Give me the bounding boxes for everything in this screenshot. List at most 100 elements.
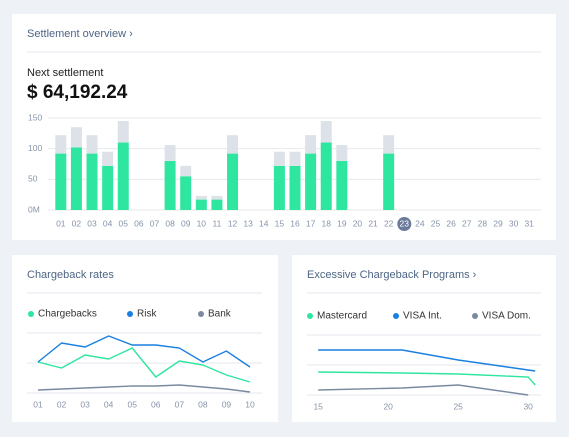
bar-segment [305, 135, 317, 154]
x-tick-label: 24 [415, 218, 425, 228]
x-tick-label: 23 [400, 218, 410, 228]
x-tick-label: 08 [165, 218, 175, 228]
selected-day [397, 217, 412, 231]
bar-segment [383, 153, 395, 210]
x-tick-label: 25 [431, 218, 441, 228]
y-tick-label: 50 [28, 174, 38, 184]
bar-segment [336, 160, 348, 210]
legend-label: Mastercard [317, 311, 367, 322]
legend-label: Bank [208, 309, 232, 320]
bar-segment [164, 160, 176, 210]
bar-segment [102, 151, 114, 166]
legend-label: VISA Int. [403, 311, 442, 322]
bar-segment [195, 199, 207, 210]
x-tick-label: 11 [213, 218, 222, 228]
x-tick-label: 25 [453, 401, 463, 411]
y-tick-label: 100 [28, 143, 42, 153]
x-tick-label: 03 [87, 218, 97, 228]
legend-marker [472, 313, 478, 319]
x-tick-label: 19 [337, 218, 347, 228]
x-tick-label: 06 [151, 399, 161, 409]
bar-segment [180, 165, 192, 177]
series-line [37, 384, 251, 393]
x-tick-label: 30 [509, 218, 519, 228]
bar-segment [227, 135, 239, 154]
x-tick-label: 30 [523, 401, 533, 411]
x-tick-label: 28 [478, 218, 488, 228]
bar-segment [117, 121, 129, 143]
x-tick-label: 13 [243, 218, 253, 228]
x-tick-label: 08 [198, 399, 208, 409]
bar-segment [289, 151, 301, 166]
x-tick-label: 18 [321, 218, 331, 228]
settlement-amount: $ 64,192.24 [27, 82, 128, 103]
bar-segment [320, 121, 332, 143]
bar-segment [117, 142, 129, 210]
series-line [318, 349, 536, 372]
bar-segment [305, 153, 317, 210]
card-title: Chargeback rates [27, 269, 114, 281]
x-tick-label: 14 [259, 218, 269, 228]
series-line [37, 347, 251, 383]
legend-label: Risk [137, 309, 157, 320]
x-tick-label: 01 [33, 399, 43, 409]
card-title[interactable]: Settlement overview › [27, 28, 133, 40]
bar-segment [55, 153, 67, 210]
x-tick-label: 02 [72, 218, 82, 228]
series-line [37, 335, 251, 368]
subtitle: Next settlement [27, 67, 103, 79]
x-tick-label: 10 [245, 399, 255, 409]
series-line [318, 384, 529, 396]
x-tick-label: 31 [524, 218, 534, 228]
legend-marker [127, 311, 133, 317]
x-tick-label: 26 [446, 218, 456, 228]
x-tick-label: 07 [150, 218, 160, 228]
card-title[interactable]: Excessive Chargeback Programs › [307, 269, 477, 281]
x-tick-label: 10 [197, 218, 207, 228]
legend-marker [307, 313, 313, 319]
x-tick-label: 01 [56, 218, 66, 228]
x-tick-label: 21 [368, 218, 378, 228]
series-line [318, 371, 536, 386]
x-tick-label: 04 [104, 399, 114, 409]
x-tick-label: 09 [181, 218, 191, 228]
x-tick-label: 20 [383, 401, 393, 411]
bar-segment [86, 135, 98, 154]
bar-segment [227, 153, 239, 210]
legend-marker [393, 313, 399, 319]
bar-segment [86, 153, 98, 210]
x-tick-label: 29 [493, 218, 503, 228]
bar-segment [70, 147, 82, 210]
bar-segment [211, 195, 223, 200]
y-tick-label: 150 [28, 112, 42, 122]
x-tick-label: 09 [222, 399, 232, 409]
x-tick-label: 15 [313, 401, 323, 411]
x-tick-label: 05 [127, 399, 137, 409]
x-tick-label: 17 [306, 218, 316, 228]
legend-label: VISA Dom. [482, 311, 531, 322]
x-tick-label: 12 [228, 218, 238, 228]
x-tick-label: 02 [57, 399, 67, 409]
x-tick-label: 07 [175, 399, 185, 409]
legend-marker [198, 311, 204, 317]
x-tick-label: 22 [384, 218, 394, 228]
bar-segment [320, 142, 332, 210]
legend-marker [28, 311, 34, 317]
bar-segment [273, 165, 285, 210]
x-tick-label: 04 [103, 218, 113, 228]
bar-segment [383, 135, 395, 154]
programs-card [292, 255, 556, 422]
x-tick-label: 06 [134, 218, 144, 228]
x-tick-label: 15 [275, 218, 285, 228]
x-tick-label: 05 [119, 218, 129, 228]
y-tick-label: 0M [28, 204, 40, 214]
bar-segment [289, 165, 301, 210]
x-tick-label: 20 [353, 218, 363, 228]
chargeback-card [12, 255, 278, 422]
bar-segment [164, 144, 176, 161]
bar-segment [195, 195, 207, 200]
bar-segment [273, 151, 285, 166]
x-tick-label: 16 [290, 218, 300, 228]
bar-segment [70, 127, 82, 148]
